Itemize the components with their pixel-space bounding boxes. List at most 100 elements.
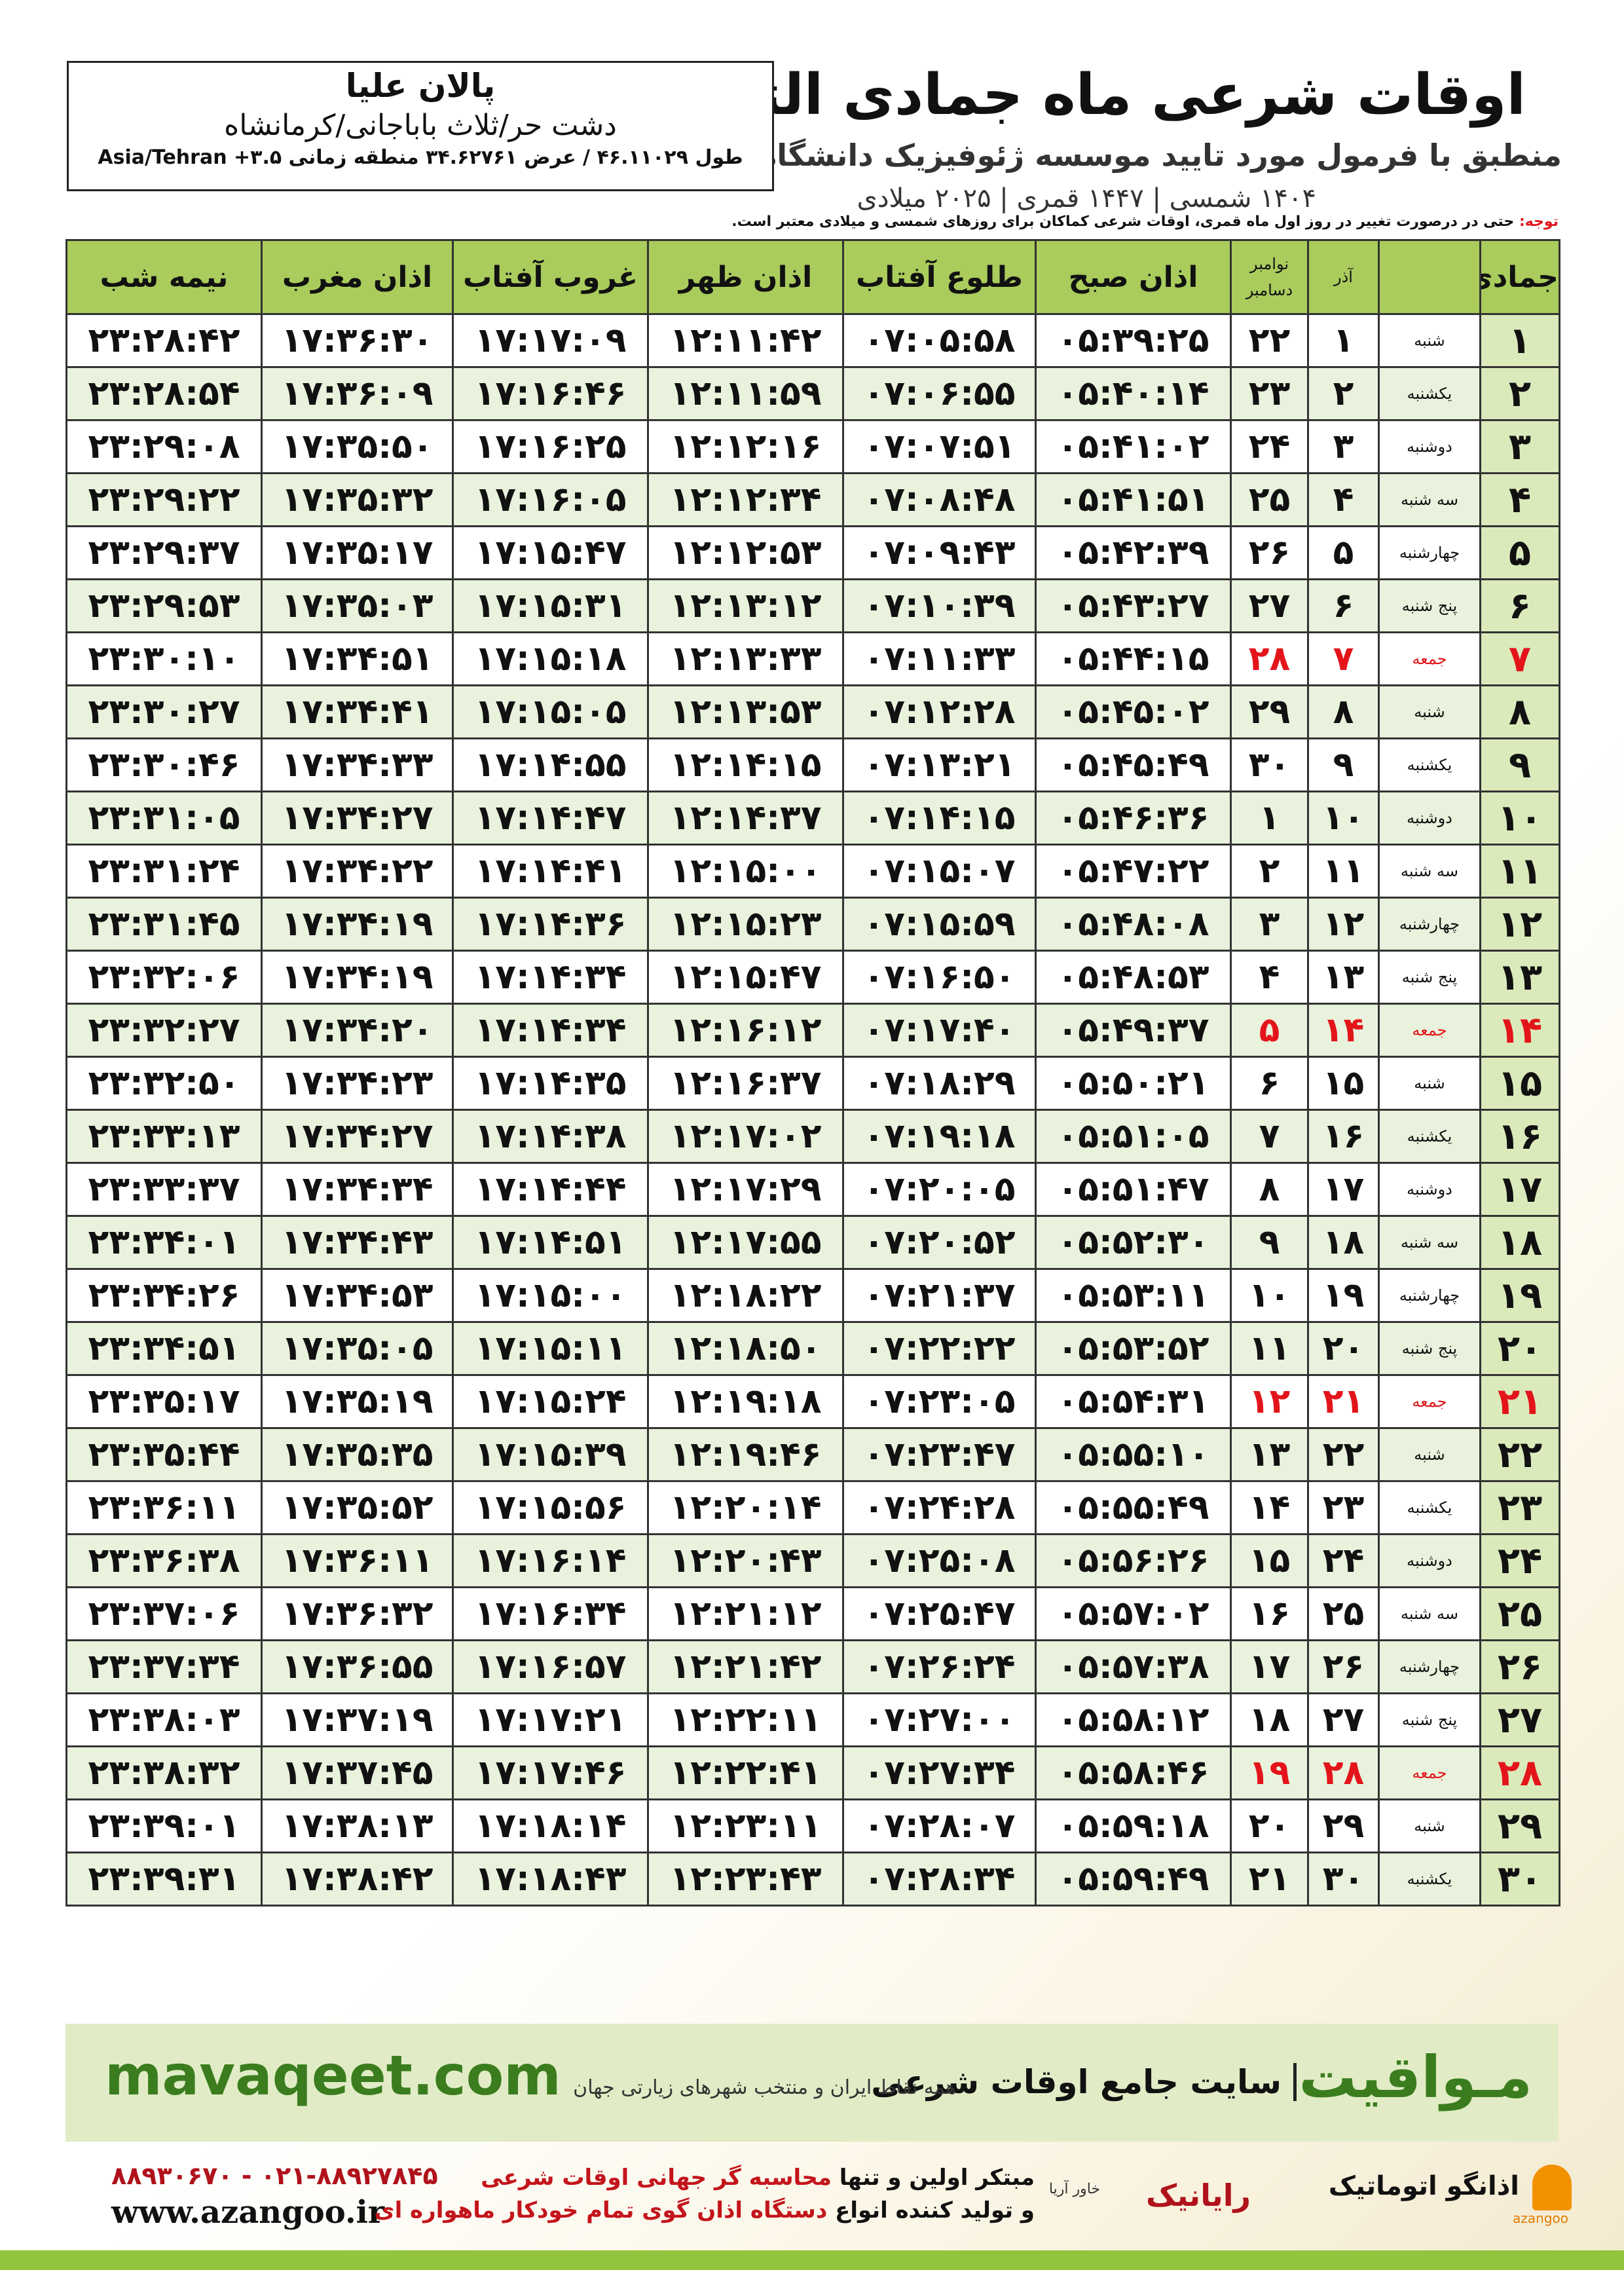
- cell: ۱۷:۱۵:۳۹: [452, 1427, 649, 1482]
- table-row: ۵ چهارشنبه ۵ ۲۶ ۰۵:۴۲:۳۹ ۰۷:۰۹:۴۳ ۱۲:۱۲:۵۳ ۱۷:۱…: [65, 525, 1560, 580]
- cell: جمعه: [1378, 1374, 1481, 1429]
- logo-icon: [1532, 2165, 1572, 2210]
- table-row: ۱۶ یکشنبه ۱۶ ۷ ۰۵:۵۱:۰۵ ۰۷:۱۹:۱۸ ۱۲:۱۷:۰۲ ۱۷:۱۴…: [65, 1109, 1560, 1164]
- cell: چهارشنبه: [1378, 525, 1481, 580]
- cell: یکشنبه: [1378, 1480, 1481, 1535]
- cell: ۱۷:۳۵:۰۵: [261, 1321, 454, 1376]
- column-header: نیمه شب: [65, 239, 263, 315]
- cell: ۰۵:۴۸:۰۸: [1035, 897, 1232, 952]
- table-row: ۱۲ چهارشنبه ۱۲ ۳ ۰۵:۴۸:۰۸ ۰۷:۱۵:۵۹ ۱۲:۱۵:۲۳ ۱۷:…: [65, 897, 1560, 952]
- cell: ۲۹: [1479, 1798, 1560, 1853]
- cell: ۱۷:۱۴:۳۵: [452, 1056, 649, 1111]
- header-row: جمادی الثانی آذر نوامبر دسامبر اذان صبحطلوع …: [65, 239, 1560, 315]
- cell: سه شنبه: [1378, 844, 1481, 899]
- cell: ۱۷:۳۶:۳۲: [261, 1586, 454, 1641]
- cell: ۱۷:۳۴:۱۹: [261, 950, 454, 1005]
- table-row: ۸ شنبه ۸ ۲۹ ۰۵:۴۵:۰۲ ۰۷:۱۲:۲۸ ۱۲:۱۳:۵۳ ۱۷:۱۵:۰۵…: [65, 684, 1560, 739]
- cell: ۱۲:۲۰:۴۳: [647, 1533, 844, 1588]
- cell: ۰۵:۴۳:۲۷: [1035, 578, 1232, 633]
- cell: ۰۵:۵۵:۴۹: [1035, 1480, 1232, 1535]
- cell: پنج شنبه: [1378, 1321, 1481, 1376]
- cell: ۱۸: [1307, 1215, 1380, 1270]
- cell: ۶: [1479, 578, 1560, 633]
- cell: ۱۷:۱۴:۵۱: [452, 1215, 649, 1270]
- cell: دوشنبه: [1378, 1533, 1481, 1588]
- cell: ۱۷: [1307, 1162, 1380, 1217]
- cell: ۰۷:۱۹:۱۸: [842, 1109, 1037, 1164]
- cell: ۲۳:۳۶:۳۸: [65, 1533, 263, 1588]
- cell: ۱۷:۱۶:۲۵: [452, 419, 649, 474]
- cell: ۲۳: [1307, 1480, 1380, 1535]
- cell: ۰۷:۲۸:۰۷: [842, 1798, 1037, 1853]
- cell: ۲۵: [1230, 472, 1309, 527]
- cell: ۲۴: [1479, 1533, 1560, 1588]
- text: مبتکر اولین و تنها: [839, 2165, 1035, 2191]
- cell: ۰۵:۵۷:۳۸: [1035, 1639, 1232, 1694]
- cell: ۱۲: [1307, 897, 1380, 952]
- cell: ۰۵:۴۱:۰۲: [1035, 419, 1232, 474]
- column-header: طلوع آفتاب: [842, 239, 1037, 315]
- cell: ۱۹: [1230, 1745, 1309, 1800]
- cell: ۹: [1230, 1215, 1309, 1270]
- cell: جمعه: [1378, 1745, 1481, 1800]
- cell: ۱۲:۱۸:۲۲: [647, 1268, 844, 1323]
- cell: ۱۲: [1479, 897, 1560, 952]
- cell: ۰۵:۴۲:۳۹: [1035, 525, 1232, 580]
- cell: ۱۶: [1307, 1109, 1380, 1164]
- cell: ۱۲:۱۴:۳۷: [647, 791, 844, 846]
- table-row: ۱۱ سه شنبه ۱۱ ۲ ۰۵:۴۷:۲۲ ۰۷:۱۵:۰۷ ۱۲:۱۵:۰۰ ۱۷:۱…: [65, 844, 1560, 899]
- table-row: ۹ یکشنبه ۹ ۳۰ ۰۵:۴۵:۴۹ ۰۷:۱۳:۲۱ ۱۲:۱۴:۱۵ ۱۷:۱۴:…: [65, 737, 1560, 792]
- cell: ۱۷:۳۴:۳۳: [261, 737, 454, 792]
- cell: ۲۳:۳۱:۰۵: [65, 791, 263, 846]
- table-row: ۴ سه شنبه ۴ ۲۵ ۰۵:۴۱:۵۱ ۰۷:۰۸:۴۸ ۱۲:۱۲:۳۴ ۱۷:۱۶…: [65, 472, 1560, 527]
- cell: ۲۳:۲۹:۳۷: [65, 525, 263, 580]
- cell: ۱۷:۱۷:۴۶: [452, 1745, 649, 1800]
- cell: پنج شنبه: [1378, 950, 1481, 1005]
- cell: ۲۳:۳۹:۳۱: [65, 1851, 263, 1907]
- cell: ۱۷:۳۵:۳۲: [261, 472, 454, 527]
- cell: ۲۳:۳۵:۴۴: [65, 1427, 263, 1482]
- cell: ۲۳:۳۱:۴۵: [65, 897, 263, 952]
- cell: ۱۲:۱۷:۰۲: [647, 1109, 844, 1164]
- cell: ۰۵:۴۶:۳۶: [1035, 791, 1232, 846]
- cell: ۲۳:۲۹:۵۳: [65, 578, 263, 633]
- cell: ۲۱: [1479, 1374, 1560, 1429]
- cell: ۹: [1479, 737, 1560, 792]
- cell: ۰۵:۵۵:۱۰: [1035, 1427, 1232, 1482]
- cell: ۱۲:۱۸:۵۰: [647, 1321, 844, 1376]
- cell: ۰۵:۵۱:۰۵: [1035, 1109, 1232, 1164]
- cell: ۱۷:۱۴:۳۴: [452, 950, 649, 1005]
- cell: ۱۲:۱۴:۱۵: [647, 737, 844, 792]
- cell: ۱۲:۲۳:۴۳: [647, 1851, 844, 1907]
- cell: ۱۷:۱۴:۳۸: [452, 1109, 649, 1164]
- cell: یکشنبه: [1378, 1109, 1481, 1164]
- cell: ۲۶: [1230, 525, 1309, 580]
- cell: شنبه: [1378, 1427, 1481, 1482]
- cell: ۱۶: [1230, 1586, 1309, 1641]
- table-row: ۲ یکشنبه ۲ ۲۳ ۰۵:۴۰:۱۴ ۰۷:۰۶:۵۵ ۱۲:۱۱:۵۹ ۱۷:۱۶:…: [65, 366, 1560, 421]
- cell: ۰۷:۲۷:۰۰: [842, 1692, 1037, 1747]
- cell: ۳۰: [1230, 737, 1309, 792]
- cell: ۷: [1479, 631, 1560, 686]
- cell: جمعه: [1378, 631, 1481, 686]
- cell: ۲۹: [1307, 1798, 1380, 1853]
- cell: ۸: [1230, 1162, 1309, 1217]
- cell: ۱۹: [1307, 1268, 1380, 1323]
- cell: ۱۸: [1479, 1215, 1560, 1270]
- cell: ۱۹: [1479, 1268, 1560, 1323]
- cell: ۱۲:۱۲:۳۴: [647, 472, 844, 527]
- cell: ۲۳:۳۲:۲۷: [65, 1003, 263, 1058]
- cell: ۱۸: [1230, 1692, 1309, 1747]
- cell: ۱۷:۳۴:۲۷: [261, 1109, 454, 1164]
- cell: ۰۷:۲۲:۲۲: [842, 1321, 1037, 1376]
- bottom-bar: [0, 2250, 1624, 2270]
- logo: رایانیک: [1146, 2178, 1251, 2213]
- location-region: دشت حر/ثلاث باباجانی/کرمانشاه: [224, 109, 617, 142]
- cell: ۱۲:۱۶:۳۷: [647, 1056, 844, 1111]
- cell: ۱۷:۱۶:۵۷: [452, 1639, 649, 1694]
- location-box: پالان علیا دشت حر/ثلاث باباجانی/کرمانشاه…: [67, 61, 774, 191]
- column-header: اذان ظهر: [647, 239, 844, 315]
- cell: ۲۳:۳۰:۱۰: [65, 631, 263, 686]
- cell: ۳: [1479, 419, 1560, 474]
- cell: ۲۲: [1479, 1427, 1560, 1482]
